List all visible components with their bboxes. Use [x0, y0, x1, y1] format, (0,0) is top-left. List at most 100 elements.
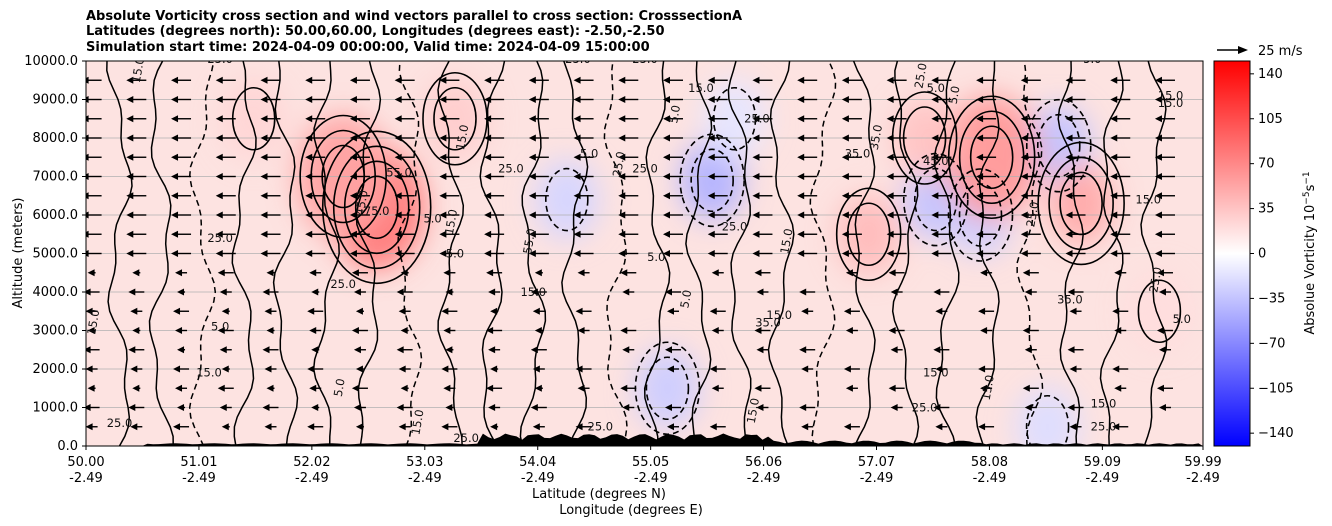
- contour-label-26: 35.0: [755, 316, 781, 330]
- wind-vector-head-173: [577, 269, 585, 277]
- wind-vector-head-40: [87, 384, 95, 392]
- wind-vector-head-330: [1065, 153, 1073, 161]
- wind-vector-head-289: [349, 173, 357, 180]
- wind-vector-head-166: [266, 269, 274, 277]
- wind-vector-head-254: [1020, 211, 1028, 219]
- wind-vector-head-111: [534, 327, 542, 334]
- wind-vector-head-340: [394, 134, 402, 142]
- contour-line-2: [188, 61, 217, 446]
- wind-vector-head-406: [1110, 96, 1118, 103]
- wind-vector-head-392: [484, 96, 492, 103]
- wind-vector-head-411: [215, 76, 223, 84]
- wind-vector-head-31: [622, 404, 630, 411]
- wind-vector-head-149: [396, 288, 404, 296]
- wind-vector-head-112: [577, 327, 585, 334]
- contour-label-22: 5.0: [677, 289, 694, 309]
- wind-vector-head-102: [132, 327, 140, 334]
- colorbar-tick-label-2: −70: [1258, 336, 1285, 351]
- contour-ring-4-1: [690, 148, 734, 213]
- vorticity-blob-14: [1015, 386, 1080, 446]
- wind-vector-head-2: [173, 423, 181, 431]
- contour-label-34: 5.0: [331, 377, 348, 397]
- wind-vector-head-345: [618, 134, 626, 142]
- wind-vector-head-391: [439, 96, 447, 103]
- wind-vector-head-280: [1065, 192, 1073, 200]
- quiver-key-arrowhead-icon: [1238, 46, 1248, 54]
- wind-vector-head-187: [260, 250, 268, 257]
- colorbar: −140 −105 −70 −35 0 35 70 105 140 Absolue Vortic…: [1213, 60, 1318, 447]
- contour-label-0: 25.0: [207, 52, 233, 66]
- wind-vector-head-312: [260, 153, 268, 161]
- wind-vector-head-200: [841, 250, 849, 257]
- wind-vector-head-364: [349, 115, 357, 123]
- wind-vector-head-321: [663, 153, 671, 161]
- wind-vector-head-404: [1020, 96, 1028, 103]
- wind-vector-head-55: [845, 384, 853, 392]
- wind-vector-head-78: [978, 365, 986, 373]
- wind-vector-head-365: [394, 115, 402, 123]
- contour-label-23: 15.0: [766, 308, 792, 322]
- wind-vector-head-295: [618, 173, 626, 180]
- wind-vector-head-184: [126, 250, 134, 257]
- wind-vector-head-43: [217, 384, 225, 392]
- contour-line-25: [1140, 61, 1168, 446]
- chart-title-line-1: Absolute Vorticity cross section and win…: [86, 9, 743, 24]
- contour-ring-0-4: [321, 130, 432, 285]
- wind-vector-head-274: [797, 192, 805, 200]
- x-axis-label-latitude: Latitude (degrees N): [532, 487, 666, 502]
- contour-line-0: [106, 61, 133, 446]
- contour-label-6: 5.0: [1083, 52, 1101, 66]
- wind-vector-head-352: [931, 134, 939, 142]
- quiver-key: 25 m/s: [1217, 44, 1303, 59]
- wind-vector-head-281: [1110, 192, 1118, 200]
- colorbar-tick-label-5: 35: [1258, 202, 1275, 217]
- contour-line-5: [312, 61, 340, 446]
- wind-vector-head-409: [126, 76, 134, 84]
- contour-ring-13-1: [645, 356, 690, 421]
- x-axis: 50.00-2.4951.01-2.4952.02-2.4953.03-2.49…: [67, 446, 1222, 486]
- wind-vector-head-310: [171, 153, 179, 161]
- wind-vector-head-290: [394, 173, 402, 180]
- wind-vector-head-397: [707, 96, 715, 103]
- contour-line-1: [148, 61, 174, 446]
- x-tick-label-lon-1: -2.49: [182, 471, 216, 486]
- wind-vector-head-228: [976, 230, 984, 238]
- wind-vector-head-96: [890, 346, 898, 354]
- wind-vector-head-107: [351, 327, 359, 334]
- wind-vector-head-217: [484, 230, 492, 238]
- wind-vector-head-251: [886, 211, 894, 219]
- wind-vector-head-362: [260, 115, 268, 123]
- wind-vector-head-354: [1020, 134, 1028, 142]
- x-tick-label-lon-7: -2.49: [860, 471, 894, 486]
- wind-vector-head-8: [441, 423, 449, 431]
- wind-vector-head-216: [439, 230, 447, 238]
- contour-label-4: 25.0: [912, 62, 930, 90]
- wind-vector-head-212: [260, 230, 268, 238]
- wind-vector-head-220: [618, 230, 626, 238]
- x-tick-label-lat-0: 50.00: [67, 455, 104, 470]
- wind-vector-head-139: [978, 307, 986, 315]
- wind-vector-head-77: [935, 365, 943, 373]
- wind-vector-head-54: [754, 384, 762, 392]
- wind-vector-head-412: [260, 76, 268, 84]
- contour-label-41: 25.0: [1091, 420, 1117, 434]
- wind-vector-head-28: [445, 404, 453, 411]
- wind-vector-head-90: [488, 346, 496, 354]
- wind-vector-head-287: [260, 173, 268, 180]
- wind-vector-head-124: [173, 307, 181, 315]
- contour-lines: [106, 61, 1182, 446]
- wind-vector-head-401: [886, 96, 894, 103]
- wind-vector-head-231: [1110, 230, 1118, 238]
- wind-vector-head-292: [484, 173, 492, 180]
- wind-vector-head-87: [353, 346, 361, 354]
- wind-vector-head-278: [976, 192, 984, 200]
- wind-vector-head-419: [573, 76, 581, 84]
- wind-vector-head-300: [841, 173, 849, 180]
- wind-vector-head-62: [130, 365, 138, 373]
- wind-vector-head-156: [799, 288, 807, 296]
- wind-vector-head-39: [1158, 404, 1166, 411]
- wind-vector-head-366: [439, 115, 447, 123]
- wind-vector-head-192: [484, 250, 492, 257]
- wind-vector-head-341: [439, 134, 447, 142]
